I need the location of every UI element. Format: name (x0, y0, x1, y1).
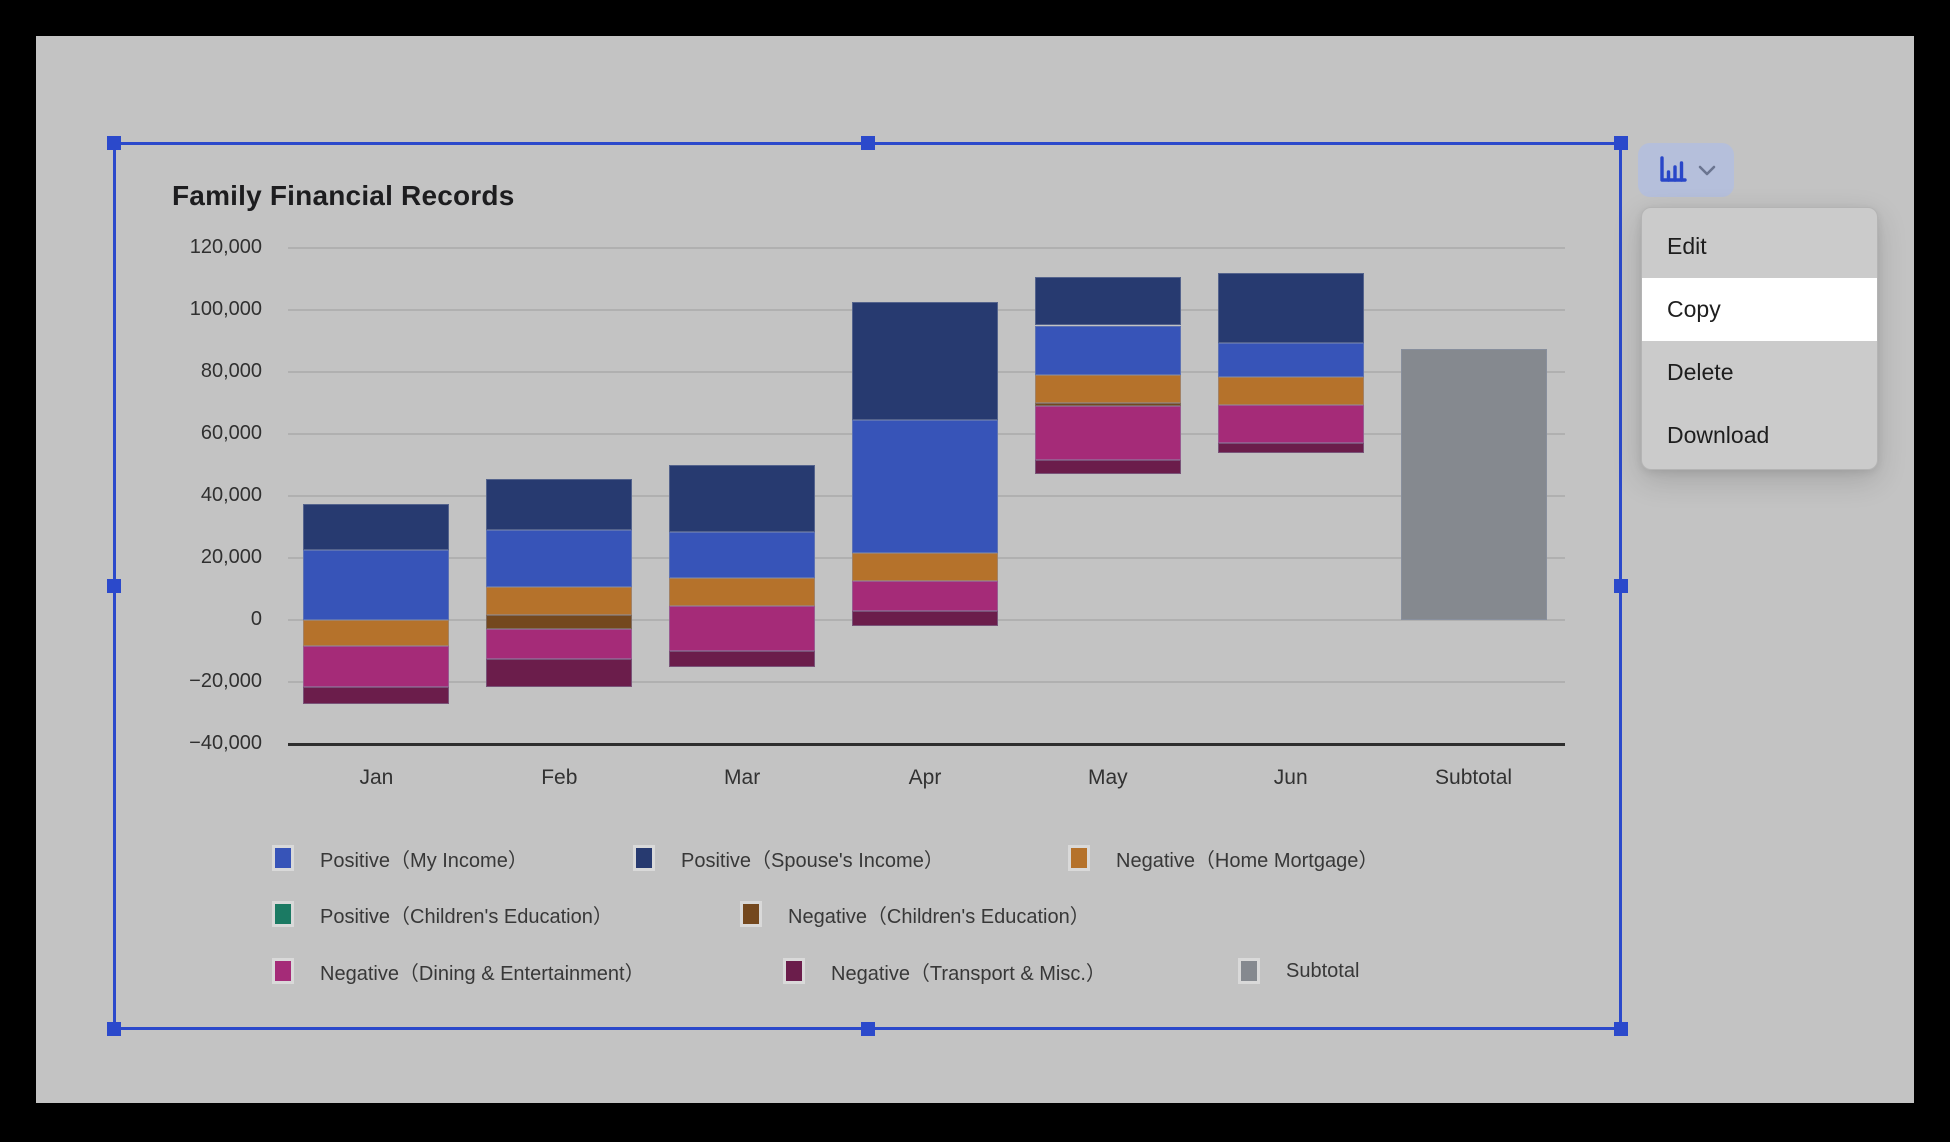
x-axis-label: Apr (908, 766, 942, 789)
x-axis-label: Mar (724, 766, 761, 789)
selection-handle-middle-right[interactable] (1614, 579, 1628, 593)
selection-handle-top-middle[interactable] (860, 136, 875, 150)
legend-chip (633, 845, 655, 871)
bar-segment (1400, 348, 1547, 620)
legend-label: Negative（Transport & Misc.） (831, 962, 1106, 985)
x-axis-label: May (1088, 766, 1128, 789)
legend-label: Negative（Dining & Entertainment） (320, 962, 645, 985)
bar-segment (1034, 277, 1181, 326)
legend-item[interactable]: Negative（Transport & Misc.） (783, 958, 1106, 985)
legend-chip (1068, 845, 1090, 871)
bar-segment (1217, 342, 1364, 377)
y-axis-tick-label: −20,000 (189, 670, 262, 692)
bar-segment (303, 646, 450, 687)
x-axis-label: Feb (541, 766, 578, 789)
legend-item[interactable]: Positive（My Income） (272, 845, 528, 872)
legend-label: Negative（Children's Education） (788, 905, 1090, 928)
bar-segment (1034, 325, 1181, 376)
legend-item[interactable]: Positive（Children's Education） (272, 901, 613, 928)
bar-segment (486, 478, 633, 531)
y-axis-tick-label: −40,000 (189, 732, 262, 754)
bar-segment (1034, 406, 1181, 461)
menu-item-download[interactable]: Download (1667, 422, 1770, 448)
bar-segment (852, 553, 998, 582)
bar-segment (486, 658, 633, 687)
bar-segment (1034, 403, 1181, 407)
x-axis-label: Subtotal (1435, 766, 1513, 789)
legend-item[interactable]: Negative（Home Mortgage） (1068, 845, 1379, 872)
legend-item[interactable]: Negative（Children's Education） (740, 901, 1090, 928)
gridline (288, 247, 1565, 249)
bar-segment (669, 651, 816, 667)
chevron-down-icon (1697, 164, 1717, 177)
selection-handle-middle-left[interactable] (107, 579, 121, 593)
legend-chip (740, 901, 762, 927)
bar-segment (303, 550, 450, 620)
bar-segment (1034, 460, 1181, 475)
bar-segment (486, 615, 633, 630)
legend-item[interactable]: Subtotal (1238, 958, 1359, 984)
bar-segment (852, 302, 998, 421)
menu-item-delete[interactable]: Delete (1667, 359, 1734, 385)
context-menu: Edit Copy Delete Download (1641, 207, 1878, 470)
legend-label: Subtotal (1286, 959, 1360, 982)
bar-segment (303, 686, 450, 704)
chart-title: Family Financial Records (172, 180, 515, 211)
legend-label: Positive（Children's Education） (320, 905, 613, 928)
legend-chip (1238, 958, 1260, 984)
legend-chip (272, 958, 294, 984)
bar-segment (486, 530, 633, 588)
chart-type-button[interactable] (1638, 143, 1734, 197)
selection-handle-top-right[interactable] (1614, 136, 1628, 150)
selection-handle-bottom-right[interactable] (1614, 1022, 1628, 1036)
selection-handle-bottom-left[interactable] (107, 1022, 121, 1036)
menu-item-edit[interactable]: Edit (1667, 233, 1707, 259)
bar-segment (669, 531, 816, 579)
y-axis-tick-label: 0 (250, 608, 262, 630)
bar-segment (1217, 443, 1364, 453)
selection-handle-bottom-middle[interactable] (860, 1022, 875, 1036)
menu-item-copy[interactable]: Copy (1642, 278, 1877, 341)
y-axis-tick-label: 120,000 (189, 236, 262, 258)
bar-segment (303, 620, 450, 647)
bar-segment (669, 606, 816, 651)
bar-segment (852, 581, 998, 611)
gridline (288, 681, 1565, 683)
legend-label: Negative（Home Mortgage） (1116, 849, 1379, 872)
x-axis-label: Jun (1273, 766, 1308, 789)
y-axis-tick-label: 60,000 (200, 422, 262, 444)
bar-segment (303, 503, 450, 551)
bar-segment (1217, 272, 1364, 343)
legend-label: Positive（My Income） (320, 849, 528, 872)
legend-label: Positive（Spouse's Income） (681, 849, 944, 872)
x-axis-line (288, 742, 1565, 746)
bar-segment (852, 610, 998, 627)
x-axis-label: Jan (359, 766, 394, 789)
bar-segment (486, 629, 633, 659)
bar-segment (852, 420, 998, 554)
y-axis-tick-label: 100,000 (189, 298, 262, 320)
bar-chart-icon (1655, 155, 1689, 185)
legend-item[interactable]: Positive（Spouse's Income） (633, 845, 944, 872)
legend-chip (272, 901, 294, 927)
y-axis-tick-label: 40,000 (200, 484, 262, 506)
selection-handle-top-left[interactable] (107, 136, 121, 150)
bar-segment (1217, 404, 1364, 444)
legend-chip (272, 845, 294, 871)
bar-segment (1034, 375, 1181, 403)
legend-chip (783, 958, 805, 984)
legend-item[interactable]: Negative（Dining & Entertainment） (272, 958, 645, 985)
bar-segment (1217, 376, 1364, 405)
bar-segment (669, 578, 816, 607)
bar-segment (486, 587, 633, 616)
bar-segment (669, 465, 816, 532)
y-axis-tick-label: 80,000 (200, 360, 262, 382)
y-axis-tick-label: 20,000 (200, 546, 262, 568)
